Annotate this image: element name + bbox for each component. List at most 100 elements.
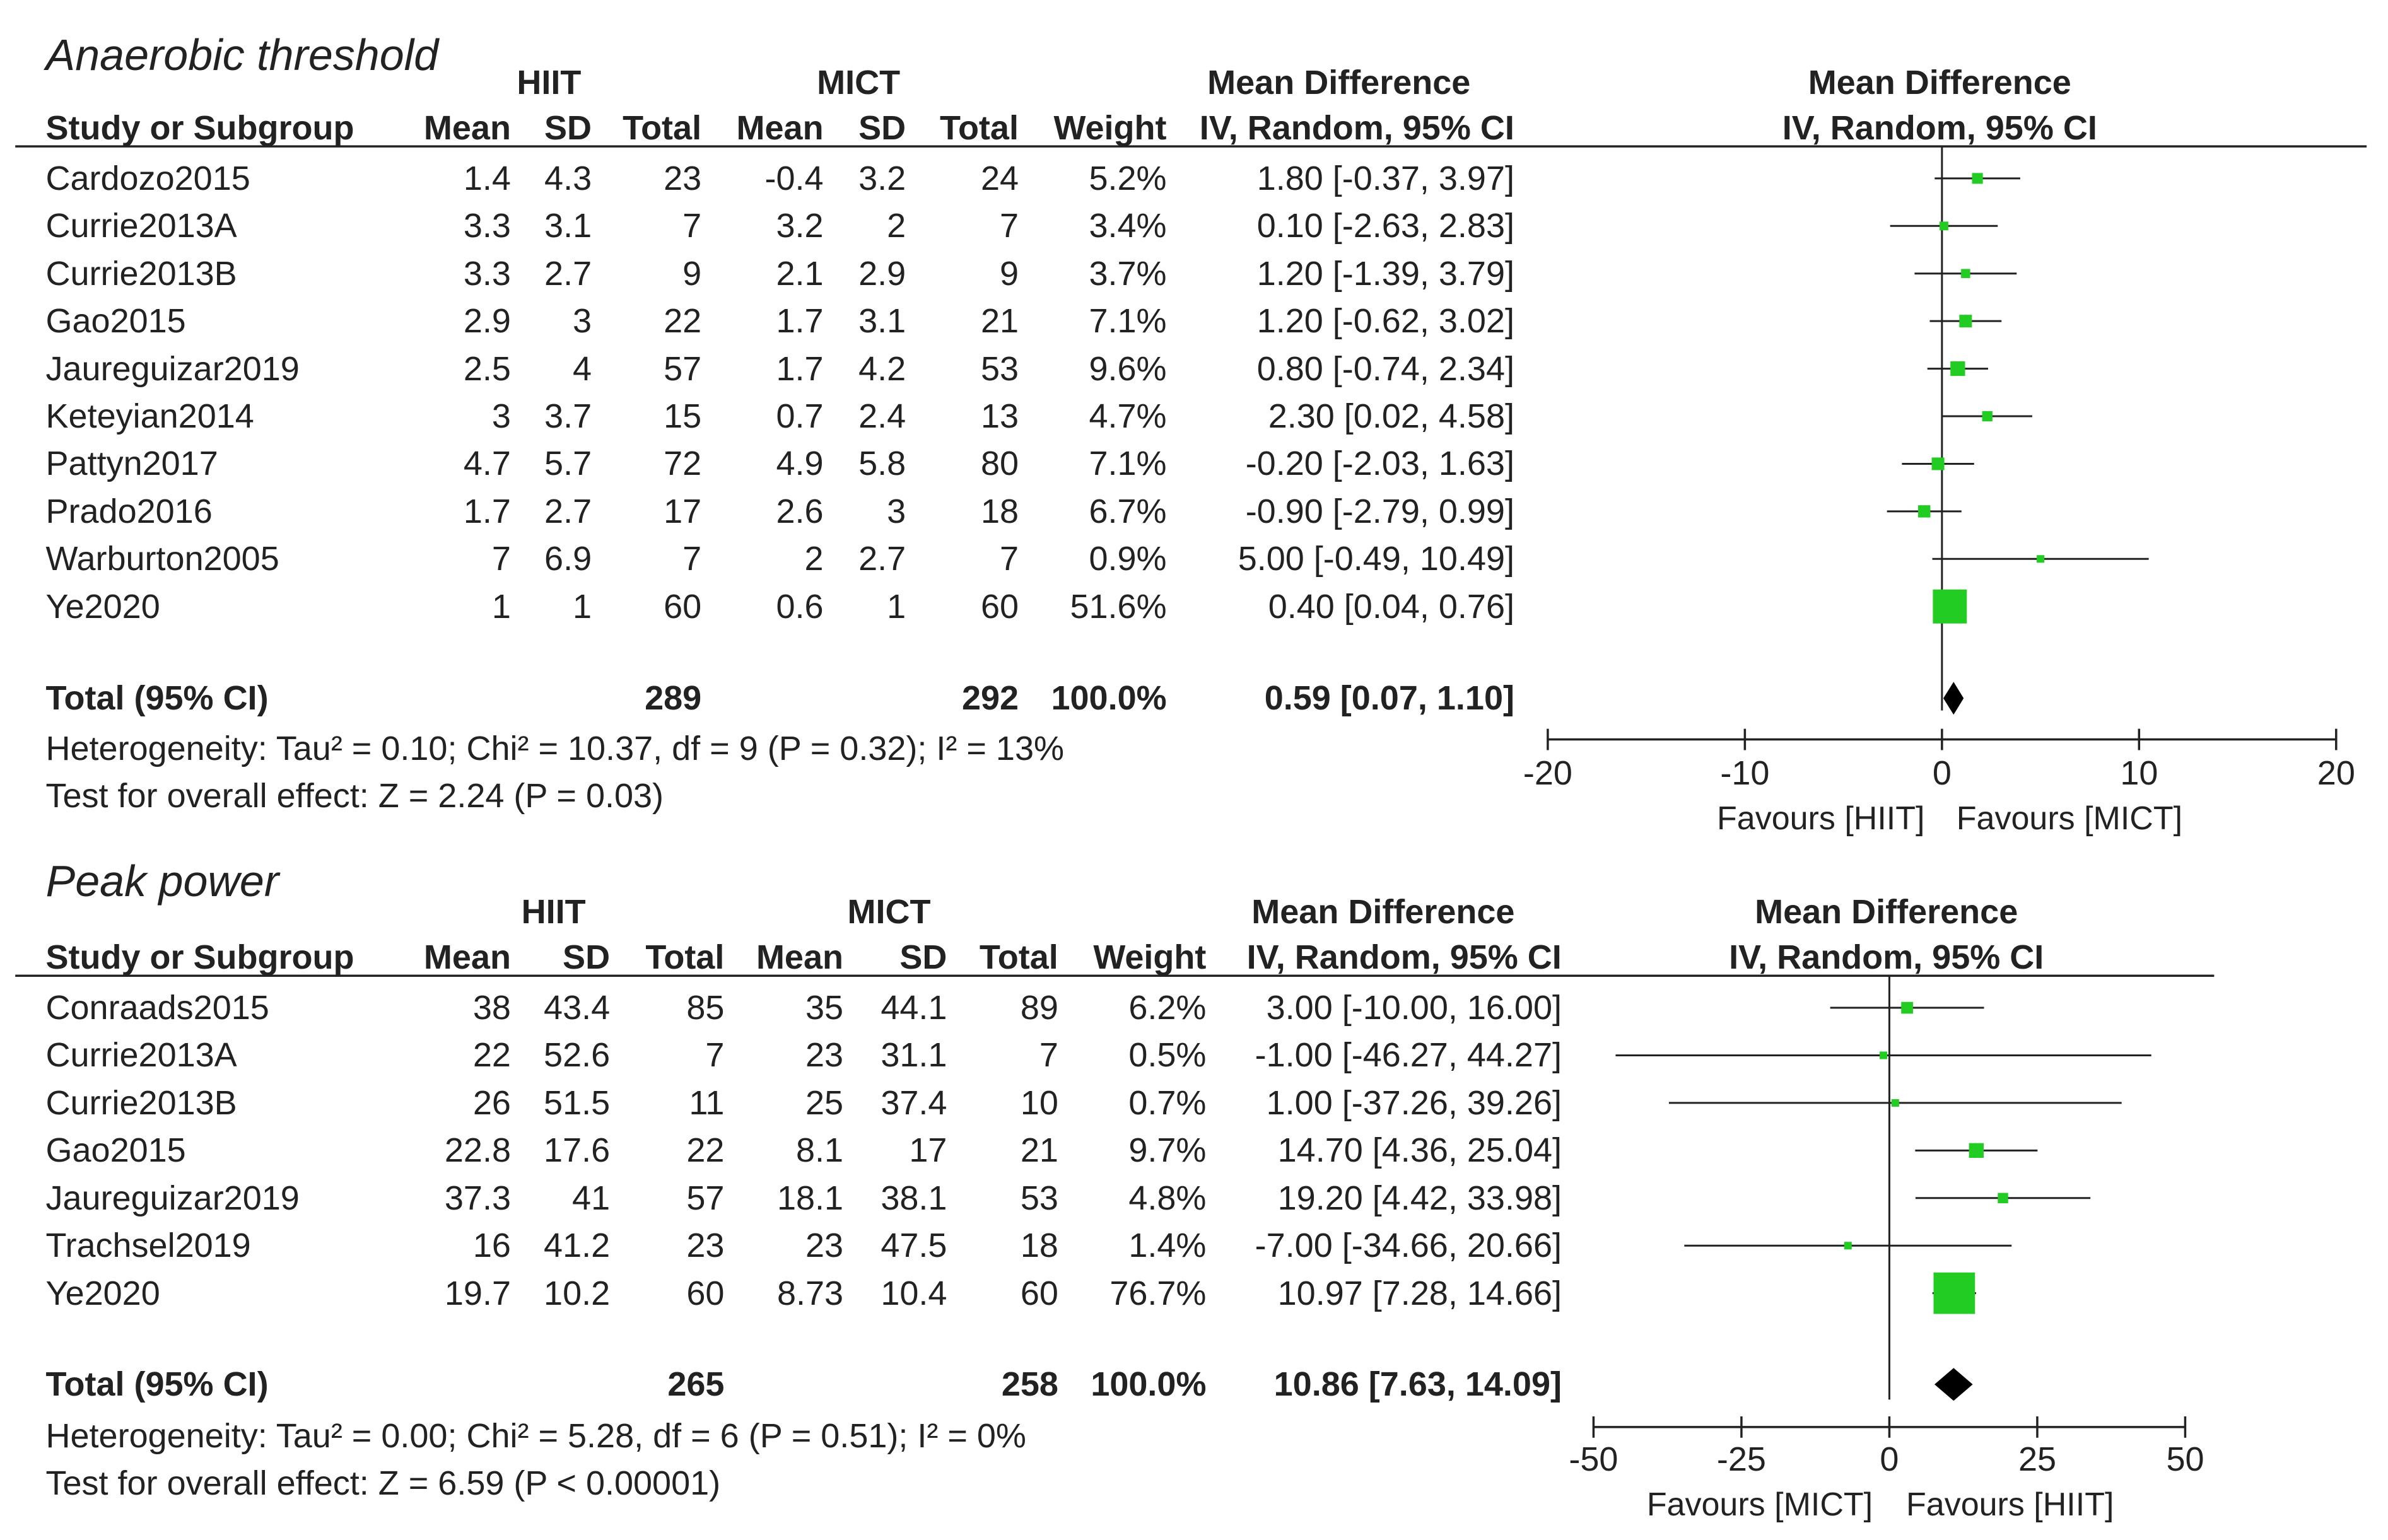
pp-study-cell: 44.1 (881, 989, 947, 1027)
at-study-cell: 13 (980, 397, 1019, 435)
pp-study-cell: 37.3 (444, 1179, 511, 1217)
pp-col-header: Total (645, 938, 725, 977)
pp-study-cell: 22.8 (444, 1131, 511, 1170)
at-study-cell: 2.9 (858, 254, 906, 293)
pp-effect-marker (1901, 1001, 1913, 1014)
pp-favours-left: Favours [MICT] (1646, 1486, 1873, 1524)
pp-study-cell: 23 (805, 1036, 844, 1075)
at-study-cell: 21 (980, 302, 1019, 341)
pp-study-cell: 11 (689, 1083, 725, 1122)
pp-plot-method-header: IV, Random, 95% CI (1729, 938, 2044, 977)
at-study-cell: 7 (999, 540, 1019, 578)
pp-plot-effect-header: Mean Difference (1755, 892, 2018, 931)
at-study-cell: 60 (664, 587, 702, 626)
pp-study-cell: 26 (472, 1083, 511, 1122)
pp-study-cell: 35 (805, 989, 844, 1027)
at-plot-method-header: IV, Random, 95% CI (1782, 109, 2097, 148)
at-study-cell: 57 (664, 349, 702, 388)
at-plot-effect-header: Mean Difference (1808, 63, 2071, 102)
at-study-cell: 22 (664, 302, 702, 341)
pp-col-header: Total (979, 938, 1058, 977)
at-study-cell: 7 (999, 207, 1019, 245)
at-heterogeneity: Heterogeneity: Tau² = 0.10; Chi² = 10.37… (45, 730, 1065, 768)
pp-study-cell: 25 (805, 1083, 844, 1122)
at-effect-marker (1918, 505, 1931, 518)
pp-col-header: SD (899, 938, 947, 977)
pp-effect-header: Mean Difference (1251, 892, 1515, 931)
pp-col-ci: IV, Random, 95% CI (1246, 938, 1562, 977)
pp-study-ci: 19.20 [4.42, 33.98] (1277, 1179, 1562, 1217)
at-study-ci: -0.90 [-2.79, 0.99] (1245, 492, 1514, 530)
pp-effect-marker (1891, 1099, 1899, 1107)
at-study-cell: 5.2% (1089, 159, 1167, 197)
at-col-header: Weight (1053, 109, 1167, 148)
pp-study-ci: 3.00 [-10.00, 16.00] (1266, 989, 1562, 1027)
at-study-cell: 7 (682, 207, 702, 245)
pp-study-cell: 7 (705, 1036, 725, 1075)
at-study-cell: 1 (491, 587, 511, 626)
pp-study-cell: 22 (472, 1036, 511, 1075)
at-x-tick-label: -10 (1720, 754, 1770, 792)
pp-study-ci: -1.00 [-46.27, 44.27] (1255, 1036, 1562, 1075)
at-total-n1: 289 (645, 679, 702, 718)
at-study-cell: 1.7 (776, 302, 824, 341)
pp-study-cell: 60 (686, 1274, 725, 1312)
pp-effect-marker (1844, 1242, 1852, 1250)
pp-study-cell: 1.4% (1128, 1227, 1207, 1265)
pp-study-cell: 10 (1020, 1083, 1058, 1122)
pp-study-cell: 51.5 (544, 1083, 611, 1122)
at-col-header: SD (544, 109, 592, 148)
at-study-cell: 4.3 (544, 159, 592, 197)
at-x-tick-label: -20 (1523, 754, 1572, 792)
at-col-header: Mean (423, 109, 511, 148)
pp-study-name: Currie2013A (45, 1036, 237, 1075)
pp-study-name: Currie2013B (45, 1083, 237, 1122)
at-col-study: Study or Subgroup (45, 109, 354, 148)
at-study-ci: 0.80 [-0.74, 2.34] (1256, 349, 1514, 388)
at-group2-header: MICT (817, 63, 901, 102)
at-study-cell: 9 (999, 254, 1019, 293)
pp-study-name: Conraads2015 (45, 989, 269, 1027)
pp-study-cell: 10.2 (544, 1274, 611, 1312)
at-study-name: Cardozo2015 (45, 159, 250, 197)
pp-total-n1: 265 (667, 1365, 725, 1404)
pp-study-cell: 53 (1020, 1179, 1058, 1217)
pp-group2-header: MICT (847, 892, 931, 931)
pp-study-cell: 0.7% (1128, 1083, 1207, 1122)
at-x-tick-label: 20 (2317, 754, 2355, 792)
pp-study-ci: 14.70 [4.36, 25.04] (1277, 1131, 1562, 1170)
at-panel-title: Anaerobic threshold (45, 30, 439, 80)
at-study-cell: 18 (980, 492, 1019, 530)
at-study-name: Keteyian2014 (45, 397, 254, 435)
pp-col-header: SD (563, 938, 611, 977)
pp-col-header: Mean (423, 938, 511, 977)
pp-study-cell: 9.7% (1128, 1131, 1207, 1170)
pp-effect-marker (1969, 1143, 1984, 1158)
at-study-cell: 4.2 (858, 349, 906, 388)
at-study-cell: 4.7% (1089, 397, 1167, 435)
at-total-label: Total (95% CI) (45, 679, 269, 718)
at-study-ci: 0.40 [0.04, 0.76] (1268, 587, 1515, 626)
pp-study-ci: 1.00 [-37.26, 39.26] (1266, 1083, 1562, 1122)
at-study-cell: 17 (664, 492, 702, 530)
at-study-cell: 1 (887, 587, 906, 626)
at-study-cell: 3.3 (463, 254, 511, 293)
at-col-header: Mean (736, 109, 824, 148)
at-study-cell: 24 (980, 159, 1019, 197)
at-study-ci: 1.80 [-0.37, 3.97] (1256, 159, 1514, 197)
pp-study-name: Trachsel2019 (45, 1227, 251, 1265)
at-study-cell: 3.1 (858, 302, 906, 341)
pp-study-cell: 19.7 (444, 1274, 511, 1312)
at-favours-right: Favours [MICT] (1956, 800, 2183, 837)
at-study-cell: 7.1% (1089, 302, 1167, 341)
at-study-cell: 2.1 (776, 254, 824, 293)
at-study-cell: 15 (664, 397, 702, 435)
at-study-cell: 2 (887, 207, 906, 245)
at-study-cell: 6.7% (1089, 492, 1167, 530)
at-study-cell: 2.7 (858, 540, 906, 578)
at-study-cell: 80 (980, 445, 1019, 483)
pp-x-tick-label: 50 (2166, 1440, 2204, 1478)
at-study-name: Gao2015 (45, 302, 186, 341)
at-study-ci: 1.20 [-1.39, 3.79] (1256, 254, 1514, 293)
at-pooled-diamond (1943, 682, 1964, 715)
